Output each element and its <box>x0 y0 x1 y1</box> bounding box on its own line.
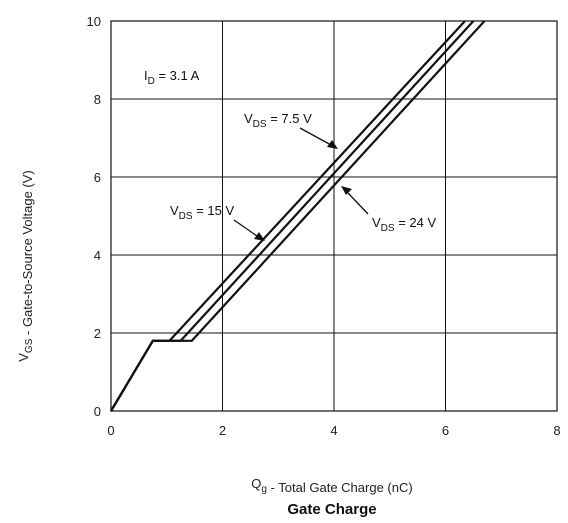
y-axis-title: VGS - Gate-to-Source Voltage (V) <box>16 170 35 361</box>
chart-title: Gate Charge <box>287 501 376 518</box>
series-line-2 <box>110 20 486 412</box>
arrow-vds-15 <box>233 219 258 237</box>
y-tick-label: 4 <box>94 248 101 263</box>
annotation-vds-24: VDS = 24 V <box>372 215 436 234</box>
annotation-vds-15-main: V <box>170 203 179 218</box>
y-tick-label: 0 <box>94 404 101 419</box>
arrow-vds-7-5 <box>299 127 332 146</box>
annotation-vds-7-5: VDS = 7.5 V <box>244 111 312 130</box>
tick-labels: 0 2 4 6 8 0 2 4 6 8 10 <box>87 14 561 438</box>
x-tick-label: 2 <box>219 423 226 438</box>
axis-title-subscript: g <box>261 484 267 495</box>
y-tick-label: 10 <box>87 14 101 29</box>
annotation-vds-7-5-rest: = 7.5 V <box>267 111 312 126</box>
axis-title-part: - Gate-to-Source Voltage (V) <box>20 170 35 338</box>
x-tick-label: 6 <box>442 423 449 438</box>
y-tick-label: 2 <box>94 326 101 341</box>
y-tick-label: 6 <box>94 170 101 185</box>
arrow-vds-15-head <box>254 232 265 241</box>
annotation-id: ID = 3.1 A <box>144 68 200 87</box>
x-tick-label: 0 <box>107 423 114 438</box>
x-axis-title: Qg - Total Gate Charge (nC) <box>251 476 412 495</box>
grid <box>111 21 557 411</box>
arrow-vds-24-head <box>341 186 352 195</box>
axis-title-part: - Total Gate Charge (nC) <box>267 480 413 495</box>
axis-title-part: V <box>16 353 31 362</box>
annotation-vds-7-5-main: V <box>244 111 253 126</box>
arrow-vds-7-5-head <box>327 140 338 149</box>
plot-frame <box>110 20 558 412</box>
series-group <box>110 20 486 412</box>
annotation-vds-15-sub: DS <box>179 211 193 222</box>
axis-title-subscript: GS <box>24 338 35 353</box>
arrow-vds-24 <box>347 192 369 215</box>
annotation-id-rest: = 3.1 A <box>155 68 200 83</box>
axis-title-part: Q <box>251 476 261 491</box>
x-tick-label: 4 <box>330 423 337 438</box>
annotation-vds-24-sub: DS <box>381 223 395 234</box>
annotation-vds-15-rest: = 15 V <box>193 203 235 218</box>
annotation-vds-15: VDS = 15 V <box>170 203 234 222</box>
y-tick-label: 8 <box>94 92 101 107</box>
annotation-id-main: I <box>144 68 148 83</box>
annotations: ID = 3.1 A VDS = 7.5 V VDS = 15 V VDS = … <box>144 68 436 241</box>
annotation-vds-24-main: V <box>372 215 381 230</box>
annotation-id-sub: D <box>148 76 155 87</box>
x-tick-label: 8 <box>553 423 560 438</box>
annotation-vds-7-5-sub: DS <box>253 119 267 130</box>
annotation-vds-24-rest: = 24 V <box>395 215 437 230</box>
